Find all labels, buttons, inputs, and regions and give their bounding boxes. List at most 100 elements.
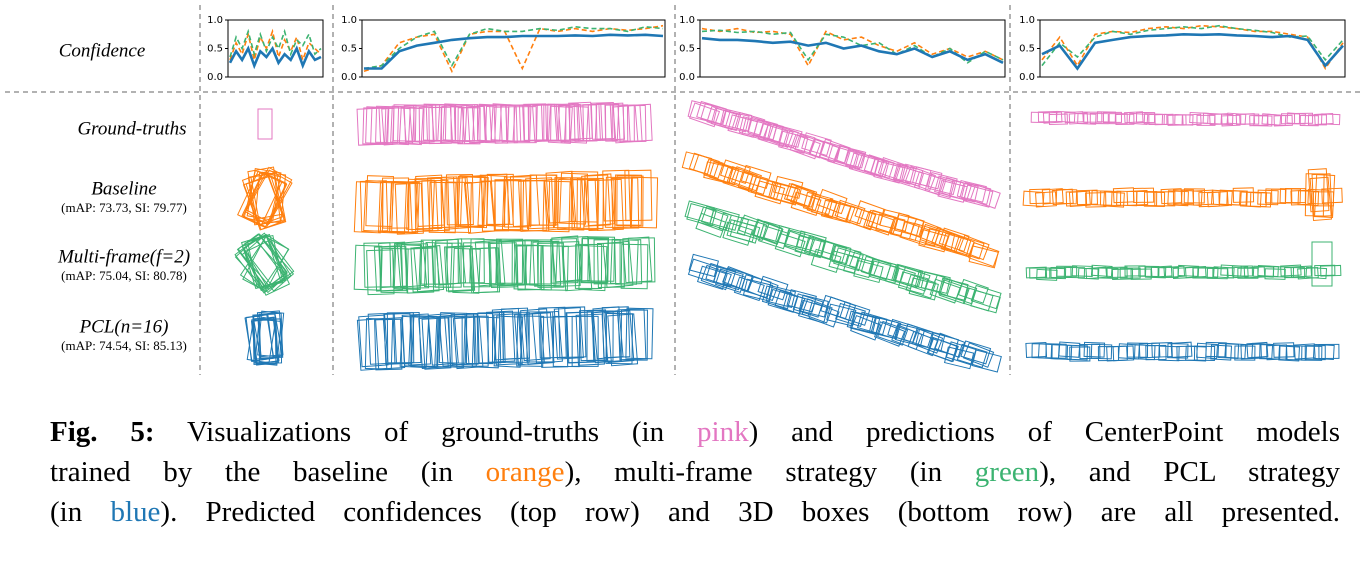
box-outline	[1210, 344, 1233, 361]
box-outline	[970, 284, 1002, 310]
box-outline	[1056, 265, 1078, 277]
box-outline	[401, 313, 432, 366]
box-outline	[474, 239, 506, 287]
box-outline	[1257, 189, 1279, 206]
caption-text: ), multi-frame strategy (in	[564, 456, 975, 488]
box-outline	[587, 103, 613, 142]
box-outline	[555, 103, 581, 142]
box-outline	[1284, 267, 1306, 279]
box-outline	[486, 173, 514, 225]
box-outline	[586, 310, 614, 362]
y-tick-label: 0.5	[679, 44, 695, 55]
box-outline	[1202, 112, 1223, 125]
box-outline	[1138, 342, 1161, 359]
box-outline	[736, 216, 768, 242]
box-outline	[687, 100, 718, 124]
box-outline	[1205, 341, 1227, 358]
box-outline	[461, 105, 488, 145]
caption-text: ). Predicted confidences (top row) and 3…	[160, 496, 1340, 528]
box-outline	[581, 237, 610, 283]
box-outline	[794, 235, 825, 259]
box-outline	[239, 234, 290, 291]
box-outline	[870, 157, 902, 182]
box-outline	[927, 337, 959, 363]
box-outline	[1108, 113, 1128, 125]
box-outline	[542, 180, 571, 233]
box-outline	[1184, 265, 1207, 279]
box-outline	[827, 145, 859, 170]
y-tick-label: 1.0	[207, 15, 223, 26]
box-outline	[587, 179, 616, 232]
box-outline	[853, 259, 884, 284]
box-outline	[719, 109, 750, 133]
box-outline	[1206, 191, 1229, 208]
box-outline	[809, 138, 841, 164]
box-outline	[734, 111, 766, 136]
caption: Fig. 5: Visualizations of ground-truths …	[50, 412, 1340, 532]
box-outline	[910, 218, 942, 244]
box-outline	[532, 240, 562, 287]
box-outline	[1318, 343, 1340, 360]
box-outline	[798, 299, 829, 324]
y-tick-label: 1.0	[679, 15, 695, 26]
box-outline	[545, 170, 577, 224]
confidence-line	[228, 45, 322, 70]
row-title: Multi-frame(f=2)	[57, 246, 190, 267]
box-outline	[850, 314, 882, 341]
box-outline	[493, 106, 518, 144]
box-outline	[1145, 344, 1167, 361]
box-outline	[801, 298, 833, 324]
box-outline	[927, 172, 958, 196]
box-outline	[889, 217, 920, 241]
box-outline	[257, 310, 285, 358]
box-outline	[1099, 190, 1122, 206]
box-outline	[869, 260, 900, 284]
y-tick-label: 0.5	[1019, 44, 1035, 55]
box-outline	[915, 328, 946, 352]
box-outline	[953, 235, 985, 260]
box-outline	[750, 176, 782, 201]
box-outline	[421, 179, 450, 232]
box-outline	[452, 247, 481, 294]
box-outline	[863, 154, 895, 179]
box-outline	[945, 341, 977, 366]
box-outline	[893, 212, 925, 237]
box-outline	[848, 152, 880, 177]
box-outline	[489, 242, 518, 289]
box-outline	[962, 342, 995, 368]
box-outline	[970, 289, 1001, 314]
box-outline	[801, 132, 832, 157]
box-outline	[768, 180, 799, 205]
box-outline	[1273, 342, 1295, 358]
box-outline	[405, 247, 435, 294]
box-outline	[399, 315, 430, 369]
box-outline	[367, 312, 397, 365]
box-outline	[365, 106, 390, 145]
y-tick-label: 1.0	[1019, 15, 1035, 26]
box-outline	[1085, 266, 1108, 280]
confidence-line	[1041, 32, 1344, 71]
box-outline	[520, 308, 551, 362]
box-outline	[422, 103, 447, 142]
box-outline	[413, 245, 445, 293]
caption-text: blue	[110, 496, 161, 528]
row-metrics: (mAP: 75.04, SI: 80.78)	[61, 268, 187, 283]
box-outline	[358, 314, 389, 368]
box-outline	[1119, 267, 1141, 279]
box-outline	[1189, 112, 1209, 124]
box-outline	[530, 174, 558, 226]
box-outline	[1083, 341, 1106, 358]
box-outline	[885, 265, 916, 290]
box-outline	[406, 178, 435, 231]
box-outline	[928, 332, 959, 356]
box-outline	[1076, 189, 1099, 206]
box-outline	[703, 158, 735, 184]
box-outline	[1272, 266, 1295, 278]
box-outline	[1177, 264, 1200, 277]
box-outline	[833, 247, 864, 272]
box-outline	[1090, 264, 1113, 278]
box-outline	[1112, 345, 1135, 362]
box-outline	[884, 161, 915, 185]
box-outline	[1265, 344, 1288, 361]
box-outline	[540, 245, 569, 291]
